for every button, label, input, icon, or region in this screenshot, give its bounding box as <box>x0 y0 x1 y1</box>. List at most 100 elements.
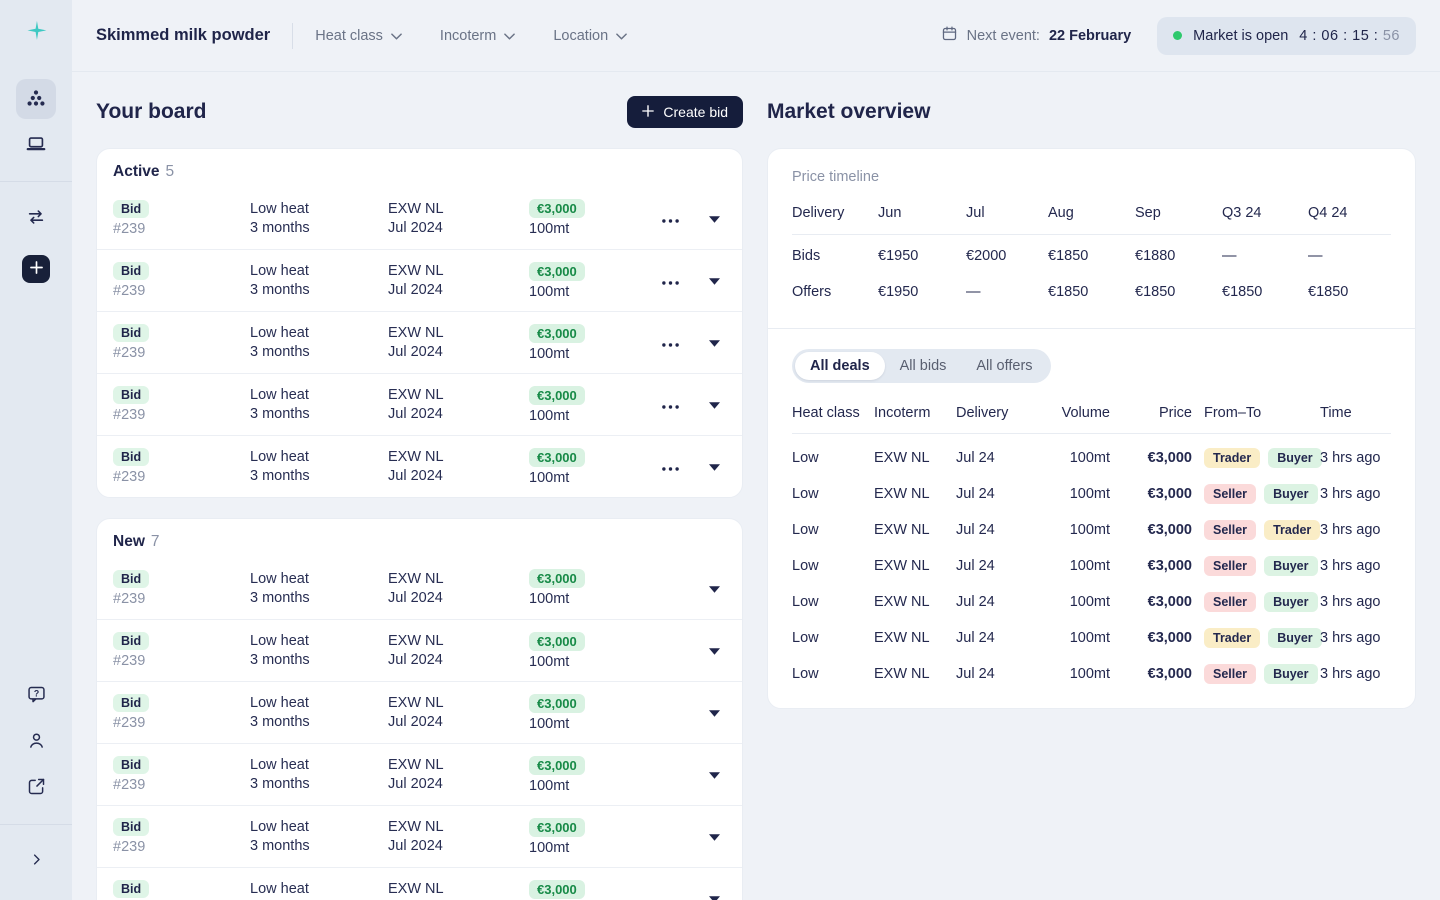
deal-row: Low EXW NL Jul 24 100mt €3,000 Seller Bu… <box>792 548 1391 584</box>
expand-caret-button[interactable] <box>707 457 722 476</box>
timeline-row-label: Bids <box>792 248 821 264</box>
incoterm-value: EXW NL <box>388 819 444 835</box>
tab-all-bids[interactable]: All bids <box>885 352 962 380</box>
deals-column-header: Volume <box>1061 405 1110 421</box>
timeline-price-value: €1950 <box>878 248 919 264</box>
delivery-value: Jul 2024 <box>388 838 443 854</box>
expand-caret-button[interactable] <box>707 827 722 846</box>
duration-value: 3 months <box>250 406 310 422</box>
filter-dropdown-location[interactable]: Location <box>553 28 627 44</box>
sidebar-create-button[interactable] <box>22 255 50 283</box>
price-badge: €3,000 <box>529 447 585 467</box>
filter-dropdown-incoterm[interactable]: Incoterm <box>440 28 516 44</box>
deals-column-header: Delivery <box>956 405 1009 421</box>
deal-row: Low EXW NL Jul 24 100mt €3,000 Seller Bu… <box>792 476 1391 512</box>
heat-class-value: Low heat <box>250 757 309 773</box>
bid-id: #239 <box>113 590 146 607</box>
expand-caret-button[interactable] <box>707 271 722 290</box>
volume-value: 100mt <box>529 221 570 237</box>
duration-value: 3 months <box>250 219 310 236</box>
expand-caret-button[interactable] <box>707 889 722 900</box>
volume-value: 100mt <box>529 283 570 300</box>
heat-class-value: Low heat <box>250 633 309 649</box>
sidebar-divider <box>0 824 72 825</box>
deal-volume: 100mt <box>1069 594 1110 610</box>
deals-table-body: Low EXW NL Jul 24 100mt €3,000 Trader Bu… <box>792 440 1391 692</box>
more-menu-button[interactable] <box>660 395 681 414</box>
duration-value: 3 months <box>250 838 310 854</box>
deal-row: Low EXW NL Jul 24 100mt €3,000 Seller Bu… <box>792 584 1391 620</box>
expand-caret-button[interactable] <box>707 395 722 414</box>
deal-incoterm: EXW NL <box>874 486 930 502</box>
bid-id: #239 <box>113 715 146 731</box>
deal-price: €3,000 <box>1147 486 1192 502</box>
expand-caret-button[interactable] <box>707 703 722 722</box>
deal-volume: 100mt <box>1069 450 1110 466</box>
deal-incoterm: EXW NL <box>874 594 930 610</box>
bid-id: #239 <box>113 839 146 855</box>
deals-table-header: Heat class Incoterm Delivery Volume Price Fro… <box>792 405 1391 434</box>
sidebar-item-transfers[interactable] <box>16 198 56 238</box>
deal-price: €3,000 <box>1147 558 1192 574</box>
expand-caret-button[interactable] <box>707 209 722 228</box>
deal-to-badge: Buyer <box>1264 484 1318 504</box>
chevron-right-icon <box>29 852 44 870</box>
deal-heat-class: Low <box>792 486 819 502</box>
timeline-price-value: €1850 <box>1048 284 1089 300</box>
board-section-title: New <box>113 533 145 550</box>
sidebar-item-profile[interactable] <box>16 722 56 762</box>
deal-from-badge: Trader <box>1204 628 1261 648</box>
expand-caret-button[interactable] <box>707 333 722 352</box>
deal-heat-class: Low <box>792 558 819 574</box>
caret-down-icon <box>709 273 720 288</box>
deal-volume: 100mt <box>1069 558 1110 574</box>
more-menu-button[interactable] <box>660 271 681 290</box>
sidebar-item-workstation[interactable] <box>16 125 56 165</box>
incoterm-value: EXW NL <box>388 263 444 279</box>
bid-type-badge: Bid <box>113 569 150 588</box>
board-row: Bid #239 Low heat 3 months EXW NL Jul 20… <box>97 619 742 681</box>
deal-incoterm: EXW NL <box>874 450 930 466</box>
deal-from-badge: Seller <box>1204 556 1257 576</box>
sidebar-item-external[interactable] <box>16 768 56 808</box>
delivery-value: Jul 2024 <box>388 344 443 360</box>
board-section-title: Active <box>113 163 160 180</box>
timeline-column-header: Jun <box>878 205 902 221</box>
card-divider <box>768 328 1415 329</box>
cluster-icon <box>25 87 47 112</box>
sidebar-expand-button[interactable] <box>16 841 56 881</box>
bid-type-badge: Bid <box>113 756 150 774</box>
deal-volume: 100mt <box>1069 522 1110 538</box>
help-bubble-icon: ? <box>26 684 47 708</box>
duration-value: 3 months <box>250 468 310 484</box>
more-menu-button[interactable] <box>660 333 681 352</box>
board-row: Bid #239 Low heat 3 months EXW NL Jul 20… <box>97 743 742 805</box>
topbar-divider <box>292 22 294 49</box>
timeline-column-header: Q4 24 <box>1308 205 1348 221</box>
more-menu-button[interactable] <box>660 209 681 228</box>
bid-id: #239 <box>113 469 146 485</box>
sidebar-item-help[interactable]: ? <box>16 676 56 716</box>
board-row: Bid #239 Low heat 3 months EXW NL Jul 20… <box>97 867 742 900</box>
your-board-title: Your board <box>96 100 207 123</box>
tab-all-offers[interactable]: All offers <box>961 352 1047 380</box>
sidebar-item-board[interactable] <box>16 79 56 119</box>
heat-class-value: Low heat <box>250 449 309 465</box>
volume-value: 100mt <box>529 407 570 424</box>
deal-delivery: Jul 24 <box>956 450 995 466</box>
deal-incoterm: EXW NL <box>874 666 930 682</box>
expand-caret-button[interactable] <box>707 579 722 598</box>
price-badge: €3,000 <box>529 755 585 775</box>
main-area: Skimmed milk powder Heat class Incoterm … <box>72 0 1440 900</box>
expand-caret-button[interactable] <box>707 765 722 784</box>
deal-price: €3,000 <box>1147 630 1192 646</box>
sidebar-divider <box>0 181 72 182</box>
expand-caret-button[interactable] <box>707 641 722 660</box>
more-menu-button[interactable] <box>660 457 681 476</box>
filter-dropdown-heat-class[interactable]: Heat class <box>315 28 402 44</box>
plus-icon <box>642 104 655 120</box>
calendar-icon <box>941 25 958 46</box>
create-bid-button[interactable]: Create bid <box>627 96 743 128</box>
tab-all-deals[interactable]: All deals <box>795 352 885 380</box>
volume-value: 100mt <box>529 715 570 732</box>
